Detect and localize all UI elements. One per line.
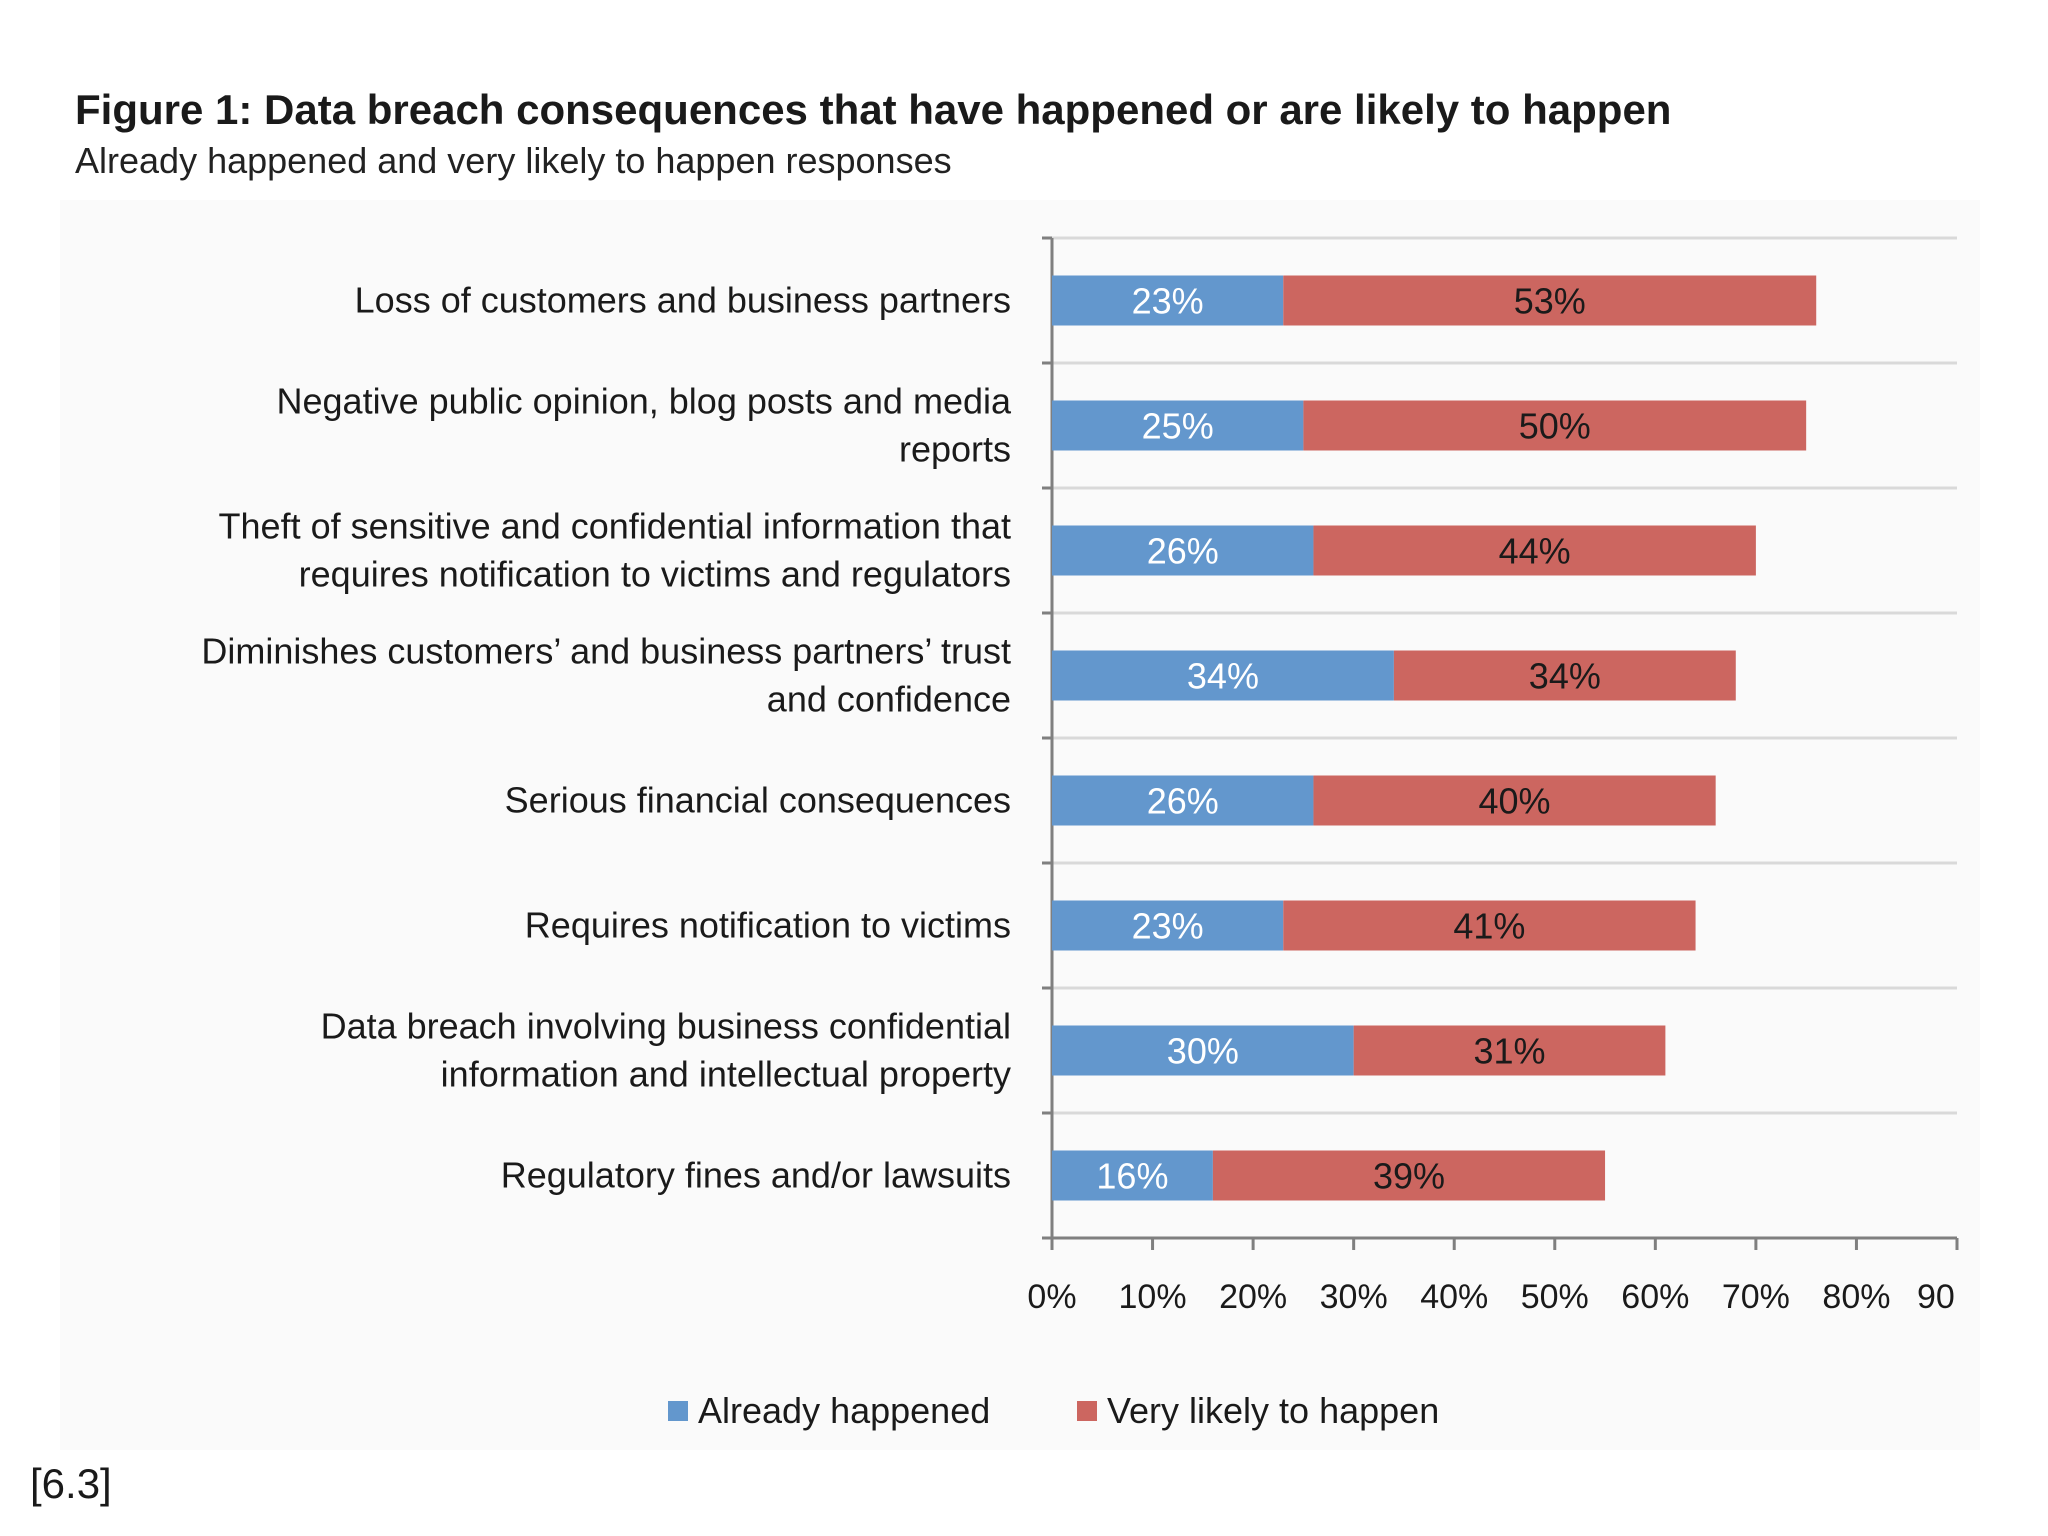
x-tick-label: 30% [1320, 1278, 1388, 1316]
x-tick-label: 50% [1521, 1278, 1589, 1316]
bar-already-happened [1052, 1150, 1213, 1201]
bar-very-likely [1313, 775, 1716, 826]
bar-already-happened [1052, 775, 1314, 826]
chart-title: Figure 1: Data breach consequences that … [75, 86, 1672, 133]
value-label-likely: 40% [1479, 781, 1551, 822]
bar-very-likely [1393, 650, 1736, 701]
x-tick-label: 80% [1822, 1278, 1890, 1316]
chart-subtitle: Already happened and very likely to happ… [75, 140, 952, 181]
category-label: Theft of sensitive and confidential info… [219, 506, 1011, 547]
bar-very-likely [1283, 900, 1696, 951]
bar-already-happened [1052, 1025, 1354, 1076]
category-label: Negative public opinion, blog posts and … [277, 381, 1012, 422]
bar-already-happened [1052, 650, 1394, 701]
value-label-likely: 34% [1529, 656, 1601, 697]
legend-swatch-likely [1077, 1401, 1097, 1421]
bar-very-likely [1283, 275, 1817, 326]
category-label: reports [899, 429, 1011, 470]
bar-very-likely [1313, 525, 1756, 576]
value-label-likely: 31% [1473, 1031, 1545, 1072]
value-label-already: 23% [1132, 906, 1204, 947]
value-label-already: 26% [1147, 531, 1219, 572]
bar-already-happened [1052, 525, 1314, 576]
value-label-likely: 50% [1519, 406, 1591, 447]
legend-label-likely: Very likely to happen [1107, 1390, 1440, 1431]
bar-already-happened [1052, 900, 1284, 951]
value-label-likely: 53% [1514, 281, 1586, 322]
x-tick-label: 20% [1219, 1278, 1287, 1316]
value-label-already: 34% [1187, 656, 1259, 697]
value-label-already: 25% [1142, 406, 1214, 447]
legend-item-likely: Very likely to happen [1077, 1390, 1439, 1432]
x-tick-label: 10% [1119, 1278, 1187, 1316]
legend-item-already: Already happened [668, 1390, 990, 1432]
value-label-likely: 41% [1453, 906, 1525, 947]
value-label-already: 30% [1167, 1031, 1239, 1072]
x-tick-label: 90 [1917, 1278, 1955, 1316]
category-label: Requires notification to victims [525, 905, 1011, 946]
legend-label-already: Already happened [698, 1390, 991, 1431]
x-tick-label: 70% [1722, 1278, 1790, 1316]
legend-swatch-already [668, 1401, 688, 1421]
value-label-likely: 44% [1499, 531, 1571, 572]
category-label: Serious financial consequences [505, 780, 1011, 821]
bar-very-likely [1353, 1025, 1666, 1076]
bar-already-happened [1052, 400, 1304, 451]
x-tick-label: 40% [1420, 1278, 1488, 1316]
category-label: Loss of customers and business partners [355, 280, 1011, 321]
category-label: and confidence [767, 679, 1011, 720]
value-label-already: 23% [1132, 281, 1204, 322]
x-tick-label: 60% [1621, 1278, 1689, 1316]
x-tick-label: 0% [1027, 1278, 1076, 1316]
category-label: Diminishes customers’ and business partn… [201, 631, 1011, 672]
bar-very-likely [1212, 1150, 1606, 1201]
footnote: [6.3] [30, 1460, 112, 1507]
value-label-already: 26% [1147, 781, 1219, 822]
category-label: requires notification to victims and reg… [299, 554, 1011, 595]
category-label: information and intellectual property [441, 1054, 1011, 1095]
bar-already-happened [1052, 275, 1284, 326]
value-label-likely: 39% [1373, 1156, 1445, 1197]
value-label-already: 16% [1096, 1156, 1168, 1197]
category-label: Data breach involving business confident… [321, 1006, 1011, 1047]
category-label: Regulatory fines and/or lawsuits [501, 1155, 1011, 1196]
bar-very-likely [1303, 400, 1807, 451]
